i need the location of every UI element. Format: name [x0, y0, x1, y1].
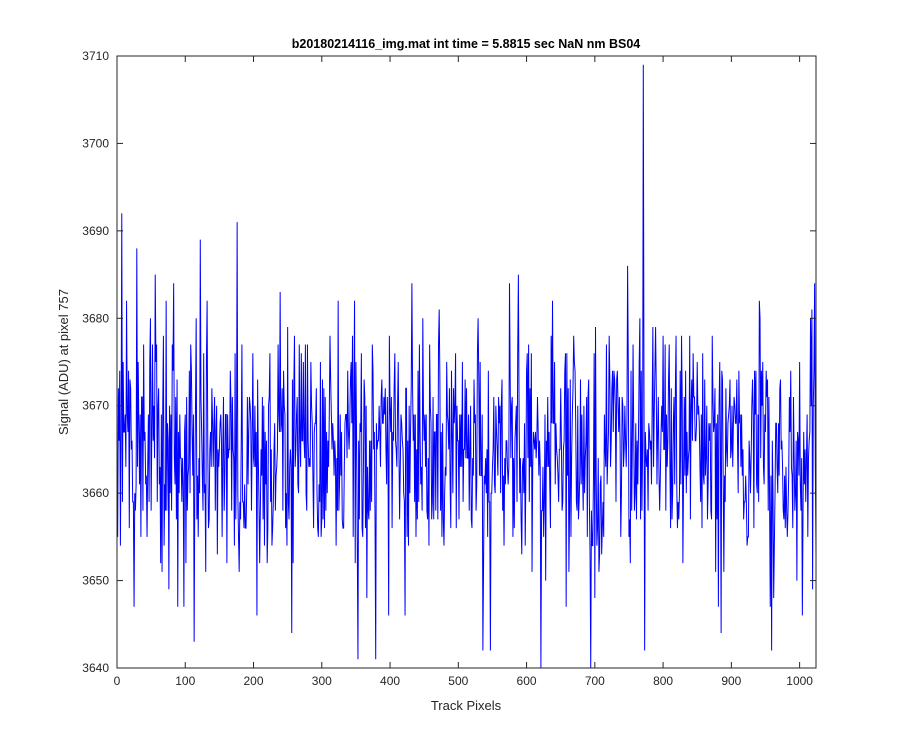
signal-series-line [117, 64, 817, 669]
y-tick-label: 3710 [82, 49, 109, 63]
x-tick-label: 900 [721, 674, 741, 688]
x-tick-label: 300 [312, 674, 332, 688]
y-tick-label: 3700 [82, 136, 109, 150]
y-tick-label: 3660 [82, 486, 109, 500]
y-axis-label: Signal (ADU) at pixel 757 [56, 289, 71, 435]
x-axis-label: Track Pixels [431, 698, 502, 713]
series-layer [117, 64, 817, 669]
x-tick-label: 700 [585, 674, 605, 688]
x-tick-label: 600 [517, 674, 537, 688]
x-tick-label: 1000 [786, 674, 813, 688]
y-ticks: 3640 3650 3660 3670 3680 3690 3700 3710 [82, 49, 816, 675]
x-tick-label: 200 [244, 674, 264, 688]
chart-title: b20180214116_img.mat int time = 5.8815 s… [292, 37, 641, 51]
y-tick-label: 3650 [82, 574, 109, 588]
y-tick-label: 3670 [82, 399, 109, 413]
x-tick-label: 500 [448, 674, 468, 688]
x-tick-label: 400 [380, 674, 400, 688]
axes-box [116, 55, 817, 669]
x-tick-label: 0 [114, 674, 121, 688]
y-tick-label: 3640 [82, 661, 109, 675]
x-tick-label: 100 [175, 674, 195, 688]
x-ticks: 0 100 200 300 400 500 600 700 800 900 1000 [114, 56, 813, 688]
x-tick-label: 800 [653, 674, 673, 688]
y-tick-label: 3690 [82, 224, 109, 238]
y-tick-label: 3680 [82, 311, 109, 325]
plot-area [117, 56, 816, 668]
